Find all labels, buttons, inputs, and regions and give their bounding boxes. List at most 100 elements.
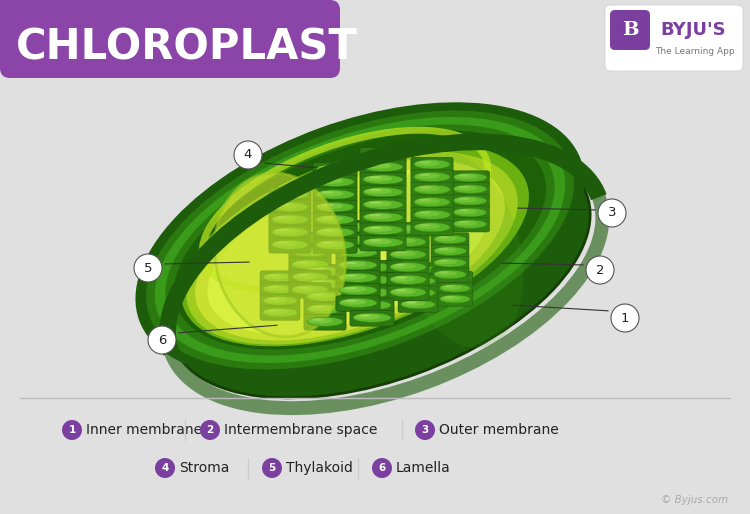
FancyBboxPatch shape xyxy=(398,298,438,312)
Ellipse shape xyxy=(458,174,469,177)
Ellipse shape xyxy=(391,251,416,256)
Ellipse shape xyxy=(458,209,469,212)
Ellipse shape xyxy=(395,251,406,254)
FancyBboxPatch shape xyxy=(304,264,346,280)
Text: B: B xyxy=(622,21,638,39)
Ellipse shape xyxy=(293,261,318,266)
Ellipse shape xyxy=(391,276,416,282)
Ellipse shape xyxy=(264,297,287,302)
Ellipse shape xyxy=(268,274,279,277)
Ellipse shape xyxy=(345,236,357,239)
FancyBboxPatch shape xyxy=(360,198,406,213)
Ellipse shape xyxy=(369,201,382,204)
Ellipse shape xyxy=(363,200,403,209)
Ellipse shape xyxy=(454,209,477,214)
Ellipse shape xyxy=(406,301,417,304)
FancyBboxPatch shape xyxy=(304,302,346,318)
Ellipse shape xyxy=(278,191,289,193)
FancyBboxPatch shape xyxy=(360,210,406,226)
Ellipse shape xyxy=(170,142,590,398)
Ellipse shape xyxy=(322,242,334,244)
Text: 6: 6 xyxy=(378,463,386,473)
FancyBboxPatch shape xyxy=(610,10,650,50)
Ellipse shape xyxy=(298,286,309,289)
Ellipse shape xyxy=(322,229,334,231)
Ellipse shape xyxy=(316,215,354,224)
Ellipse shape xyxy=(364,176,392,181)
FancyBboxPatch shape xyxy=(260,271,300,285)
Ellipse shape xyxy=(364,238,392,244)
Ellipse shape xyxy=(316,228,354,237)
Ellipse shape xyxy=(406,289,417,292)
FancyBboxPatch shape xyxy=(313,238,357,253)
Text: 6: 6 xyxy=(158,334,166,346)
Ellipse shape xyxy=(369,176,382,179)
FancyBboxPatch shape xyxy=(605,5,743,71)
Text: The Learning App: The Learning App xyxy=(655,47,734,57)
FancyBboxPatch shape xyxy=(387,273,429,288)
Ellipse shape xyxy=(414,197,450,207)
FancyBboxPatch shape xyxy=(304,277,346,292)
Ellipse shape xyxy=(364,226,392,232)
Ellipse shape xyxy=(263,273,297,282)
FancyBboxPatch shape xyxy=(336,271,380,286)
FancyBboxPatch shape xyxy=(313,213,357,228)
Ellipse shape xyxy=(293,248,318,254)
Ellipse shape xyxy=(363,225,403,234)
Circle shape xyxy=(262,458,282,478)
Ellipse shape xyxy=(263,285,297,293)
Ellipse shape xyxy=(454,186,477,191)
Ellipse shape xyxy=(390,237,426,246)
Ellipse shape xyxy=(419,161,430,163)
Ellipse shape xyxy=(339,261,377,270)
FancyBboxPatch shape xyxy=(360,235,406,251)
Circle shape xyxy=(155,458,175,478)
FancyBboxPatch shape xyxy=(313,175,357,190)
Ellipse shape xyxy=(272,203,308,211)
Text: 2: 2 xyxy=(596,264,604,277)
Ellipse shape xyxy=(415,224,440,229)
Ellipse shape xyxy=(363,188,403,197)
Ellipse shape xyxy=(264,286,287,291)
Ellipse shape xyxy=(414,210,450,219)
Ellipse shape xyxy=(397,152,524,348)
Text: Inner membrane: Inner membrane xyxy=(86,423,202,437)
Ellipse shape xyxy=(414,160,450,169)
Ellipse shape xyxy=(292,247,328,256)
FancyBboxPatch shape xyxy=(451,194,490,209)
Ellipse shape xyxy=(458,221,469,224)
Ellipse shape xyxy=(308,305,333,311)
Ellipse shape xyxy=(166,124,554,356)
FancyBboxPatch shape xyxy=(269,225,311,241)
Ellipse shape xyxy=(307,279,343,288)
Ellipse shape xyxy=(340,286,366,292)
Ellipse shape xyxy=(345,262,357,264)
FancyBboxPatch shape xyxy=(437,282,472,296)
Ellipse shape xyxy=(441,274,461,279)
Ellipse shape xyxy=(354,289,380,295)
Ellipse shape xyxy=(406,266,417,269)
Ellipse shape xyxy=(339,248,377,257)
FancyBboxPatch shape xyxy=(360,160,406,175)
Ellipse shape xyxy=(445,274,454,277)
FancyBboxPatch shape xyxy=(387,260,429,276)
Text: Stroma: Stroma xyxy=(179,461,230,475)
FancyBboxPatch shape xyxy=(387,285,429,301)
Ellipse shape xyxy=(263,308,297,317)
FancyBboxPatch shape xyxy=(269,237,311,253)
Ellipse shape xyxy=(298,249,309,251)
Ellipse shape xyxy=(414,223,450,232)
FancyBboxPatch shape xyxy=(431,245,469,259)
Ellipse shape xyxy=(272,190,308,199)
Ellipse shape xyxy=(390,288,426,297)
Ellipse shape xyxy=(307,267,343,276)
Ellipse shape xyxy=(435,271,457,276)
Ellipse shape xyxy=(339,298,377,307)
Circle shape xyxy=(234,141,262,169)
Ellipse shape xyxy=(369,239,382,242)
Ellipse shape xyxy=(391,238,416,244)
Ellipse shape xyxy=(272,215,308,224)
Text: 3: 3 xyxy=(608,207,616,219)
Circle shape xyxy=(586,256,614,284)
FancyBboxPatch shape xyxy=(269,212,311,228)
